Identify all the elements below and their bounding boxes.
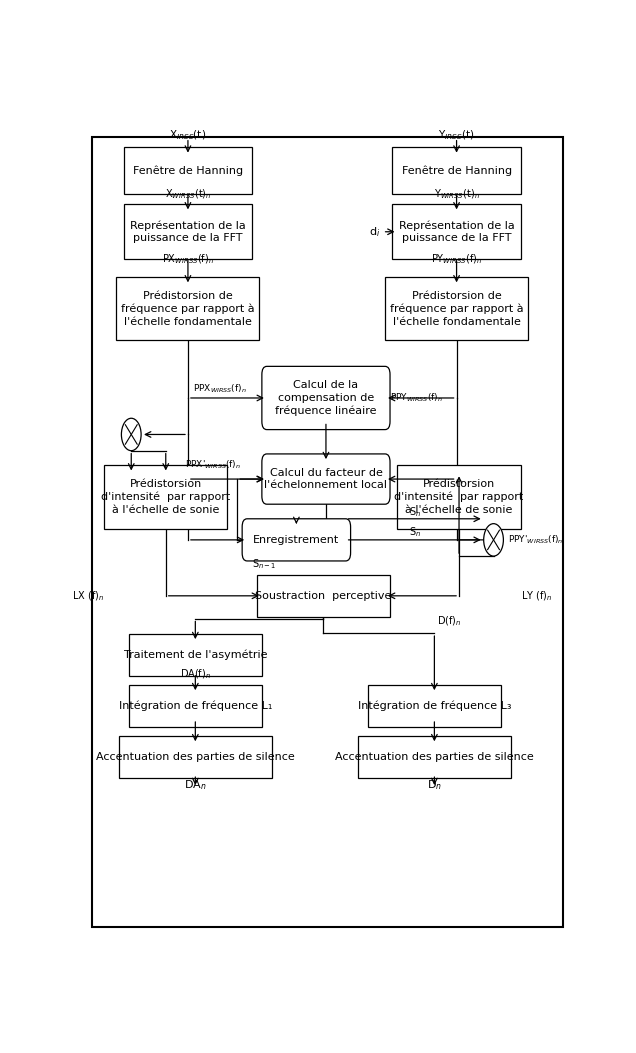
Text: Calcul du facteur de
l'échelonnement local: Calcul du facteur de l'échelonnement loc… [265,468,387,491]
Text: LY (f)$_n$: LY (f)$_n$ [521,589,552,602]
Text: Y$_{WIRSS}$(t)$_n$: Y$_{WIRSS}$(t)$_n$ [434,187,480,201]
Text: Y$_{IRSS}$(t): Y$_{IRSS}$(t) [438,128,475,142]
FancyBboxPatch shape [124,147,252,195]
Text: Prédistorsion
d'intensité  par rapport
à l'échelle de sonie: Prédistorsion d'intensité par rapport à … [101,479,230,515]
Text: X$_{WIRSS}$(t)$_n$: X$_{WIRSS}$(t)$_n$ [165,187,211,201]
FancyBboxPatch shape [385,277,528,340]
FancyBboxPatch shape [104,465,228,529]
Text: X$_{IRSS}$(t): X$_{IRSS}$(t) [169,128,207,142]
Text: S$_{n-1}$: S$_{n-1}$ [252,557,277,571]
Text: Intégration de fréquence L₃: Intégration de fréquence L₃ [357,701,511,712]
FancyBboxPatch shape [262,454,390,504]
Text: Calcul de la
compensation de
fréquence linéaire: Calcul de la compensation de fréquence l… [275,380,377,416]
Text: PPX'$_{WIRSS}$(f)$_n$: PPX'$_{WIRSS}$(f)$_n$ [186,458,242,471]
Text: PY$_{WIRSS}$(f)$_n$: PY$_{WIRSS}$(f)$_n$ [431,253,482,266]
FancyBboxPatch shape [128,634,262,676]
Text: Prédistorsion
d'intensité  par rapport
à l'échelle de sonie: Prédistorsion d'intensité par rapport à … [394,479,523,515]
Text: Fenêtre de Hanning: Fenêtre de Hanning [401,165,511,176]
FancyBboxPatch shape [392,204,521,259]
FancyBboxPatch shape [398,465,521,529]
Text: Accentuation des parties de silence: Accentuation des parties de silence [96,752,294,762]
Text: S$_n$: S$_n$ [408,505,421,519]
FancyBboxPatch shape [128,686,262,728]
Text: Enregistrement: Enregistrement [253,535,340,544]
Text: Prédistorsion de
fréquence par rapport à
l'échelle fondamentale: Prédistorsion de fréquence par rapport à… [390,291,523,326]
Text: LX (f)$_n$: LX (f)$_n$ [72,589,104,602]
Text: DA$_n$: DA$_n$ [184,778,207,792]
Text: PPY$_{WIRSS}$(f)$_n$: PPY$_{WIRSS}$(f)$_n$ [390,392,443,404]
Text: d$_i$: d$_i$ [369,225,380,239]
Circle shape [121,418,141,451]
Text: Accentuation des parties de silence: Accentuation des parties de silence [335,752,534,762]
FancyBboxPatch shape [368,686,501,728]
Text: Prédistorsion de
fréquence par rapport à
l'échelle fondamentale: Prédistorsion de fréquence par rapport à… [121,291,255,326]
Text: D$_n$: D$_n$ [427,778,442,792]
FancyBboxPatch shape [358,736,511,778]
FancyBboxPatch shape [119,736,272,778]
Text: DA(f)$_n$: DA(f)$_n$ [180,668,211,681]
FancyBboxPatch shape [124,204,252,259]
Text: S$_n$: S$_n$ [408,524,421,539]
FancyBboxPatch shape [242,519,350,561]
Text: Fenêtre de Hanning: Fenêtre de Hanning [133,165,243,176]
FancyBboxPatch shape [262,366,390,430]
Text: Soustraction  perceptive: Soustraction perceptive [255,591,392,601]
Text: Représentation de la
puissance de la FFT: Représentation de la puissance de la FFT [130,220,245,243]
FancyBboxPatch shape [257,575,390,617]
FancyBboxPatch shape [116,277,259,340]
Text: PX$_{WIRSS}$(f)$_n$: PX$_{WIRSS}$(f)$_n$ [162,253,214,266]
Text: PPX$_{WIRSS}$(f)$_n$: PPX$_{WIRSS}$(f)$_n$ [193,382,247,395]
Circle shape [483,523,504,556]
Text: Représentation de la
puissance de la FFT: Représentation de la puissance de la FFT [399,220,515,243]
Text: Intégration de fréquence L₁: Intégration de fréquence L₁ [119,701,272,712]
Text: Traitement de l'asymétrie: Traitement de l'asymétrie [123,650,267,660]
Text: PPY'$_{WIRSS}$(f)$_n$: PPY'$_{WIRSS}$(f)$_n$ [508,534,564,547]
FancyBboxPatch shape [392,147,521,195]
Text: D(f)$_n$: D(f)$_n$ [437,614,461,628]
